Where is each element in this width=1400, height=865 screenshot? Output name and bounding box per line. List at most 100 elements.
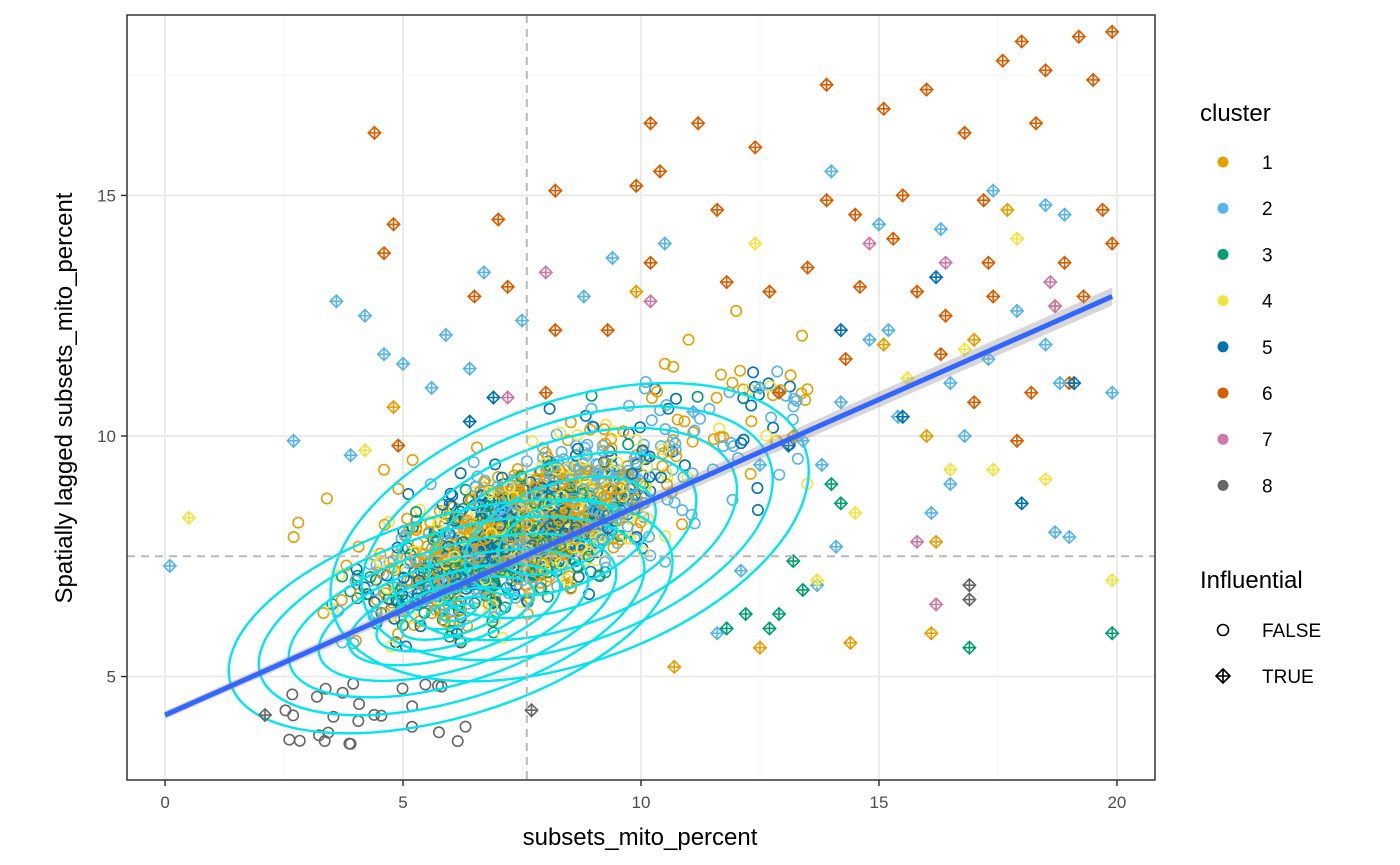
point-cluster-1 bbox=[734, 364, 747, 377]
marker-plus bbox=[910, 285, 924, 298]
point-cluster-5 bbox=[745, 399, 758, 412]
marker-plus bbox=[396, 357, 410, 371]
influential-point-cluster-4 bbox=[943, 462, 958, 478]
influential-legend: Influential FALSE TRUE bbox=[1200, 567, 1321, 688]
reference-lines bbox=[127, 15, 1155, 780]
marker-diamond bbox=[1028, 115, 1044, 131]
marker-plus bbox=[501, 280, 514, 294]
marker-plus bbox=[644, 295, 657, 308]
marker-plus bbox=[525, 704, 538, 717]
marker-plus bbox=[929, 271, 943, 284]
influential-point-cluster-6 bbox=[976, 192, 991, 208]
influential-point-cluster-6 bbox=[643, 115, 658, 131]
marker-diamond bbox=[833, 322, 849, 338]
marker-plus bbox=[1105, 627, 1119, 640]
marker-diamond bbox=[928, 597, 944, 612]
marker-plus bbox=[258, 708, 272, 722]
influential-point-cluster-3 bbox=[1104, 625, 1120, 641]
marker-plus bbox=[710, 627, 724, 640]
influential-point-cluster-3 bbox=[771, 606, 787, 622]
point-cluster-1 bbox=[717, 431, 730, 444]
influential-point-cluster-4 bbox=[357, 443, 373, 458]
marker-plus bbox=[877, 102, 890, 116]
marker-plus bbox=[934, 222, 948, 236]
influential-point-cluster-7 bbox=[1047, 298, 1063, 314]
y-axis-title: Spatially lagged subsets_mito_percent bbox=[51, 192, 78, 603]
point-cluster-1 bbox=[795, 329, 808, 342]
marker-plus bbox=[644, 256, 657, 269]
point-cluster-1 bbox=[656, 460, 669, 473]
marker-plus bbox=[577, 290, 591, 303]
influential-point-cluster-2 bbox=[881, 322, 896, 338]
marker-plus bbox=[753, 458, 767, 472]
point-cluster-1 bbox=[553, 514, 566, 527]
point-cluster-1 bbox=[534, 576, 547, 589]
point-cluster-1 bbox=[287, 530, 300, 543]
point-cluster-8 bbox=[336, 686, 349, 699]
point-cluster-2 bbox=[424, 478, 437, 491]
point-cluster-4 bbox=[608, 425, 621, 438]
influential-legend-title: Influential bbox=[1200, 567, 1303, 594]
density-contour bbox=[347, 562, 562, 667]
point-cluster-1 bbox=[514, 525, 527, 538]
marker-plus bbox=[463, 415, 476, 428]
x-axis-title: subsets_mito_percent bbox=[523, 824, 758, 851]
legend-label-cluster-5: 5 bbox=[1262, 338, 1273, 359]
influential-point-cluster-6 bbox=[628, 178, 644, 194]
marker-plus bbox=[668, 660, 681, 674]
marker-diamond bbox=[1104, 625, 1120, 641]
marker-diamond bbox=[962, 640, 977, 656]
point-cluster-1 bbox=[607, 541, 620, 554]
legend-label-cluster-2: 2 bbox=[1262, 199, 1273, 220]
influential-point-cluster-2 bbox=[923, 505, 939, 521]
point-cluster-2 bbox=[592, 486, 605, 499]
marker-plus bbox=[182, 511, 196, 524]
marker-plus bbox=[796, 434, 810, 448]
influential-point-cluster-2 bbox=[862, 332, 877, 348]
marker-plus bbox=[958, 126, 971, 140]
marker-diamond bbox=[752, 640, 768, 656]
marker-diamond bbox=[985, 462, 1001, 478]
point-cluster-2 bbox=[788, 392, 801, 405]
point-cluster-4 bbox=[485, 527, 498, 540]
point-cluster-2 bbox=[660, 398, 673, 411]
legend-label-cluster-6: 6 bbox=[1262, 384, 1273, 405]
point-cluster-2 bbox=[609, 474, 622, 487]
influential-point-cluster-6 bbox=[909, 284, 925, 299]
point-cluster-1 bbox=[317, 606, 330, 619]
marker-plus bbox=[834, 396, 848, 409]
marker-plus bbox=[986, 184, 1000, 197]
point-cluster-4 bbox=[486, 599, 499, 612]
influential-point-cluster-6 bbox=[876, 101, 892, 117]
marker-plus bbox=[749, 141, 762, 154]
marker-diamond bbox=[862, 236, 877, 251]
point-cluster-8 bbox=[310, 690, 323, 703]
influential-point-cluster-5 bbox=[1014, 496, 1030, 511]
influential-point-cluster-1 bbox=[628, 284, 644, 299]
point-cluster-5 bbox=[448, 514, 461, 527]
point-cluster-1 bbox=[586, 483, 599, 496]
influential-point-cluster-7 bbox=[862, 236, 877, 251]
marker-plus bbox=[1058, 256, 1071, 269]
point-cluster-5 bbox=[546, 480, 559, 493]
point-cluster-2 bbox=[596, 532, 609, 545]
influential-point-cluster-6 bbox=[985, 289, 1001, 304]
point-cluster-4 bbox=[622, 532, 635, 545]
marker-plus bbox=[630, 179, 643, 193]
influential-point-cluster-3 bbox=[762, 621, 777, 636]
marker-diamond bbox=[538, 265, 554, 280]
marker-plus bbox=[939, 309, 952, 322]
influential-point-cluster-7 bbox=[938, 255, 953, 271]
marker-diamond bbox=[957, 342, 972, 357]
marker-plus bbox=[501, 391, 514, 404]
marker-plus bbox=[848, 208, 862, 221]
marker-plus bbox=[887, 232, 900, 245]
influential-point-cluster-4 bbox=[181, 510, 197, 526]
influential-point-cluster-1 bbox=[843, 635, 858, 651]
point-cluster-2 bbox=[669, 443, 682, 456]
point-cluster-8 bbox=[353, 697, 366, 710]
marker-diamond bbox=[876, 101, 892, 117]
influential-point-cluster-4 bbox=[747, 236, 763, 251]
marker-diamond bbox=[814, 457, 830, 473]
density-contour bbox=[360, 405, 774, 662]
